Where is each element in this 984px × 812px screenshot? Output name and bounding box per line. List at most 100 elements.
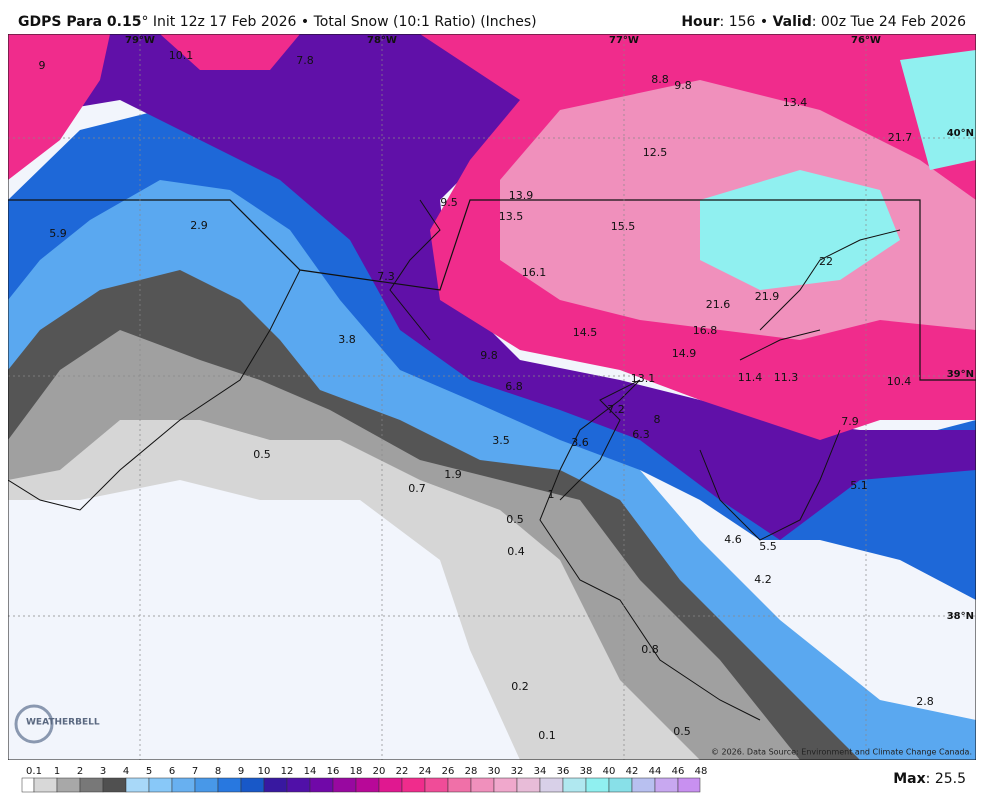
colorbar-label: 5 — [146, 766, 152, 777]
hour-label: Hour — [681, 14, 719, 30]
colorbar-label: 18 — [350, 766, 363, 777]
snow-value: 7.2 — [607, 403, 625, 416]
colorbar-label: 22 — [396, 766, 409, 777]
snow-value: 11.3 — [774, 371, 799, 384]
colorbar-swatch — [263, 777, 288, 793]
colorbar-swatch — [309, 777, 334, 793]
longitude-label: 77°W — [609, 35, 639, 46]
colorbar-swatch — [424, 777, 449, 793]
logo: WEATHERBELL — [14, 704, 100, 744]
header-left: GDPS Para 0.15° Init 12z 17 Feb 2026 • T… — [18, 14, 537, 30]
valid-value: : 00z Tue 24 Feb 2026 — [812, 14, 966, 30]
colorbar-label: 14 — [304, 766, 317, 777]
snow-value: 1 — [548, 488, 555, 501]
snow-value: 1.9 — [444, 468, 462, 481]
colorbar-label: 24 — [419, 766, 432, 777]
valid-label: Valid — [773, 14, 812, 30]
colorbar-swatch — [33, 777, 58, 793]
colorbar-swatch — [608, 777, 633, 793]
colorbar-label: 9 — [238, 766, 244, 777]
snow-value: 13.9 — [509, 189, 534, 202]
latitude-label: 40°N — [947, 128, 974, 139]
snow-value: 5.1 — [850, 479, 868, 492]
colorbar-label: 36 — [557, 766, 570, 777]
snow-value: 14.5 — [573, 326, 598, 339]
colorbar-label: 4 — [123, 766, 129, 777]
colorbar-label: 0.1 — [26, 766, 42, 777]
snow-value: 4.2 — [754, 573, 772, 586]
colorbar-label: 7 — [192, 766, 198, 777]
colorbar-label: 16 — [327, 766, 340, 777]
snow-value: 3.6 — [571, 436, 589, 449]
snow-value: 9.8 — [674, 79, 692, 92]
snow-value: 7.9 — [841, 415, 859, 428]
colorbar-label: 46 — [672, 766, 685, 777]
longitude-label: 76°W — [851, 35, 881, 46]
colorbar-label: 32 — [511, 766, 524, 777]
max-label: Max — [893, 771, 925, 787]
colorbar-swatch — [194, 777, 219, 793]
colorbar-label: 6 — [169, 766, 175, 777]
snow-value: 9 — [39, 59, 46, 72]
colorbar-label: 44 — [649, 766, 662, 777]
colorbar-label: 10 — [258, 766, 271, 777]
map-fields — [8, 34, 976, 760]
snow-value: 11.4 — [738, 371, 763, 384]
colorbar-label: 1 — [54, 766, 60, 777]
colorbar-swatch — [654, 777, 679, 793]
snow-value: 13.5 — [499, 210, 524, 223]
snow-value: 13.4 — [783, 96, 808, 109]
snow-value: 5.9 — [49, 227, 67, 240]
snow-value: 7.3 — [377, 270, 395, 283]
snow-value: 9.5 — [440, 196, 458, 209]
colorbar-label: 38 — [580, 766, 593, 777]
snow-value: 14.9 — [672, 347, 697, 360]
colorbar-label: 42 — [626, 766, 639, 777]
colorbar-swatch — [447, 777, 472, 793]
colorbar-swatch — [401, 777, 426, 793]
colorbar-swatch — [56, 777, 81, 793]
snow-value: 8 — [654, 413, 661, 426]
latitude-label: 38°N — [947, 611, 974, 622]
colorbar-label: 30 — [488, 766, 501, 777]
colorbar-swatch — [332, 777, 357, 793]
snow-value: 0.4 — [507, 545, 525, 558]
colorbar-swatch — [171, 777, 196, 793]
snow-value: 0.5 — [673, 725, 691, 738]
colorbar-swatch — [102, 777, 127, 793]
colorbar-swatch — [21, 777, 35, 793]
snow-value: 2.9 — [190, 219, 208, 232]
snow-value: 9.8 — [480, 349, 498, 362]
colorbar-label: 28 — [465, 766, 478, 777]
colorbar-swatch — [562, 777, 587, 793]
colorbar-label: 20 — [373, 766, 386, 777]
hour-value: : 156 • — [720, 14, 773, 30]
colorbar-swatch — [217, 777, 242, 793]
colorbar-label: 12 — [281, 766, 294, 777]
header-right: Hour: 156 • Valid: 00z Tue 24 Feb 2026 — [681, 14, 966, 30]
snow-value: 12.5 — [643, 146, 668, 159]
colorbar-swatch — [79, 777, 104, 793]
colorbar-label: 2 — [77, 766, 83, 777]
logo-text: WEATHERBELL — [26, 718, 100, 728]
snow-value: 5.5 — [759, 540, 777, 553]
snow-value: 22 — [819, 255, 833, 268]
colorbar-swatch — [125, 777, 150, 793]
colorbar-swatch — [493, 777, 518, 793]
colorbar-label: 34 — [534, 766, 547, 777]
colorbar-swatch — [470, 777, 495, 793]
colorbar-swatch — [240, 777, 265, 793]
colorbar-swatch — [516, 777, 541, 793]
colorbar-swatch — [286, 777, 311, 793]
max: Max: 25.5 — [893, 771, 966, 787]
snow-value: 21.6 — [706, 298, 731, 311]
snow-value: 2.8 — [916, 695, 934, 708]
snow-value: 10.1 — [169, 49, 194, 62]
credit: © 2026. Data Source: Environment and Cli… — [711, 748, 972, 757]
snow-value: 0.7 — [408, 482, 426, 495]
snow-value: 0.1 — [538, 729, 556, 742]
snow-value: 0.5 — [253, 448, 271, 461]
snow-value: 0.5 — [506, 513, 524, 526]
